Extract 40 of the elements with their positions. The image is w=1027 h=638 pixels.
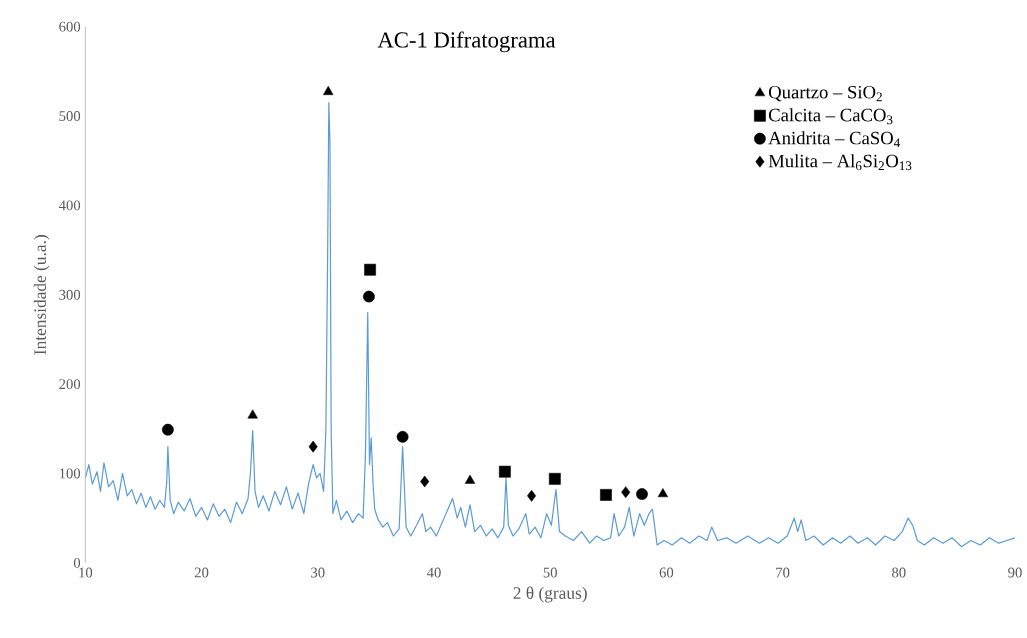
x-axis-title: 2 θ (graus) [513,586,587,603]
x-tick-label: 80 [892,567,906,578]
legend-label: Quartzo – SiO$_{2}$ [768,86,882,102]
x-tick-label: 10 [79,567,93,578]
point [464,474,476,484]
legend-label: Mulita – Al$_{6}$Si$_{2}$O$_{13}$ [768,154,912,171]
y-tick-label: 500 [59,111,81,122]
y-tick-label: 400 [58,200,81,211]
y-tick-label: 300 [59,290,81,300]
point [600,489,612,502]
legend-label: Anidrita – CaSO$_{4}$ [768,131,901,148]
point [323,86,334,96]
x-tick-label: 20 [194,567,209,578]
point [364,264,376,276]
chart-title: AC-1 Difratograma [377,31,556,53]
y-tick-label: 200 [59,379,81,390]
line-series [85,102,1016,548]
point [636,488,648,501]
y-axis-title: Intensidade (u.a.) [33,235,50,355]
point [420,475,430,488]
y-tick-label: 0 [73,558,81,569]
x-tick-label: 70 [776,567,790,578]
point [363,290,375,303]
y-tick-label: 600 [59,21,81,32]
point [308,441,318,453]
y-tick-label: 100 [59,468,81,479]
point [396,431,409,443]
point [162,424,174,436]
x-tick-label: 30 [311,567,325,578]
point [621,486,631,499]
x-tick-label: 50 [543,567,557,578]
point [527,490,537,502]
point [247,409,258,419]
legend-label: Calcita – CaCO$_{3}$ [768,108,893,125]
point [548,473,561,485]
x-tick-label: 90 [1008,567,1022,578]
x-tick-label: 60 [659,567,674,578]
point [657,488,669,498]
point [498,466,511,478]
x-tick-label: 40 [426,567,441,578]
